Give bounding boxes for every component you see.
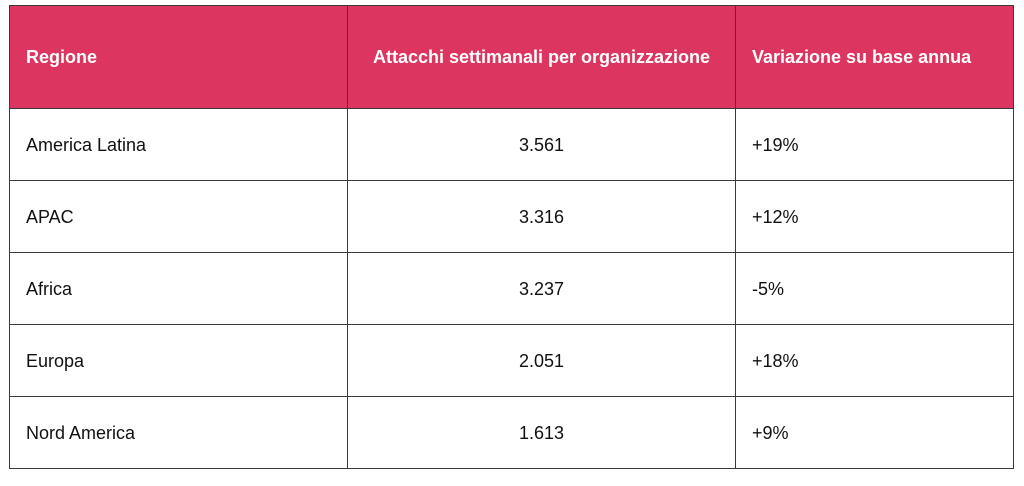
header-weekly-attacks: Attacchi settimanali per organizzazione (347, 5, 736, 109)
cell-weekly-attacks: 2.051 (347, 324, 736, 397)
table-row: APAC 3.316 +12% (9, 180, 1014, 253)
cell-yoy-change: +9% (735, 396, 1014, 469)
header-yoy-change: Variazione su base annua (735, 5, 1014, 109)
cell-region: APAC (9, 180, 348, 253)
table-row: Europa 2.051 +18% (9, 324, 1014, 397)
cell-region: Europa (9, 324, 348, 397)
cell-yoy-change: +12% (735, 180, 1014, 253)
cell-region: Nord America (9, 396, 348, 469)
cell-yoy-change: +19% (735, 108, 1014, 181)
cell-weekly-attacks: 3.316 (347, 180, 736, 253)
cell-weekly-attacks: 3.237 (347, 252, 736, 325)
header-region: Regione (9, 5, 348, 109)
table-header: Regione Attacchi settimanali per organiz… (9, 5, 1014, 109)
cell-yoy-change: +18% (735, 324, 1014, 397)
cell-region: Africa (9, 252, 348, 325)
table-row: America Latina 3.561 +19% (9, 108, 1014, 181)
header-row: Regione Attacchi settimanali per organiz… (9, 5, 1014, 109)
table-body: America Latina 3.561 +19% APAC 3.316 +12… (9, 108, 1014, 469)
cell-weekly-attacks: 1.613 (347, 396, 736, 469)
data-table-container: Regione Attacchi settimanali per organiz… (9, 5, 1014, 469)
table-row: Nord America 1.613 +9% (9, 396, 1014, 469)
cell-region: America Latina (9, 108, 348, 181)
regional-attacks-table: Regione Attacchi settimanali per organiz… (9, 5, 1014, 469)
cell-yoy-change: -5% (735, 252, 1014, 325)
table-row: Africa 3.237 -5% (9, 252, 1014, 325)
cell-weekly-attacks: 3.561 (347, 108, 736, 181)
